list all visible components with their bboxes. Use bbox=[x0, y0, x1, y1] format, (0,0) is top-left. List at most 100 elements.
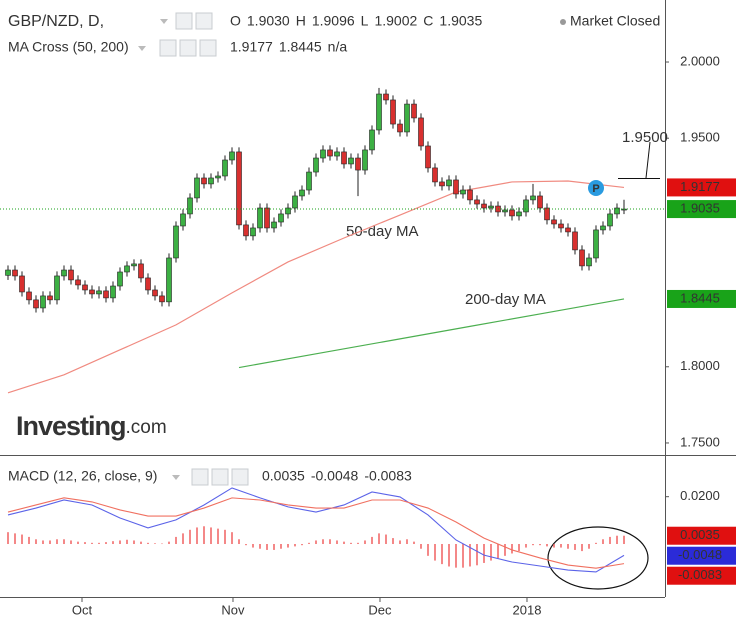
histogram-bar bbox=[504, 544, 506, 556]
y-tick-label: 1.8000 bbox=[680, 358, 720, 373]
histogram-bar bbox=[490, 544, 492, 561]
candle-body bbox=[446, 179, 452, 187]
macd-value: -0.0048 bbox=[311, 468, 359, 484]
candle-body bbox=[68, 269, 74, 281]
histogram-bar bbox=[511, 544, 513, 554]
histogram-bar bbox=[567, 544, 569, 549]
histogram-bar bbox=[420, 544, 422, 549]
candle-body bbox=[474, 199, 480, 205]
histogram-bar bbox=[147, 542, 149, 545]
visibility-icon[interactable] bbox=[159, 39, 177, 57]
price-tag bbox=[667, 200, 736, 219]
candle-body bbox=[82, 284, 88, 291]
candle-body bbox=[376, 93, 382, 131]
candle-body bbox=[96, 290, 102, 295]
histogram-bar bbox=[252, 544, 254, 548]
histogram-bar bbox=[385, 534, 387, 545]
dropdown-arrow[interactable] bbox=[172, 475, 180, 480]
position-marker bbox=[588, 180, 604, 196]
candle-body bbox=[194, 177, 200, 199]
remove-icon[interactable] bbox=[231, 468, 249, 486]
histogram-bar bbox=[595, 542, 597, 545]
candle-body bbox=[516, 211, 522, 217]
indicator-value: 1.8445 bbox=[279, 39, 322, 55]
ma50-annotation: 50-day MA bbox=[346, 223, 419, 240]
ma200-annotation: 200-day MA bbox=[465, 291, 546, 308]
macd-title: MACD (12, 26, close, 9) bbox=[8, 468, 157, 484]
histogram-bar bbox=[343, 541, 345, 545]
candle-body bbox=[544, 207, 550, 221]
y-tick-label: 1.7500 bbox=[680, 434, 720, 449]
histogram-bar bbox=[7, 532, 9, 545]
histogram-bar bbox=[539, 544, 541, 546]
candle-body bbox=[341, 151, 347, 165]
candle-body bbox=[425, 145, 431, 169]
x-tick-label: Dec bbox=[368, 602, 392, 617]
histogram-bar bbox=[63, 539, 65, 545]
histogram-bar bbox=[154, 543, 156, 545]
histogram-bar bbox=[119, 540, 121, 545]
candle-body bbox=[313, 157, 319, 173]
remove-icon[interactable] bbox=[199, 39, 217, 57]
histogram-bar bbox=[203, 526, 205, 545]
settings-icon[interactable] bbox=[195, 12, 213, 30]
price-tag-label: 1.8445 bbox=[680, 290, 720, 305]
dropdown-arrow[interactable] bbox=[160, 19, 168, 24]
macd-value: -0.0083 bbox=[364, 468, 412, 484]
histogram-bar bbox=[168, 541, 170, 545]
price-tag-label: -0.0048 bbox=[678, 547, 722, 562]
price-tag-label: -0.0083 bbox=[678, 567, 722, 582]
candle-body bbox=[509, 209, 515, 217]
histogram-bar bbox=[574, 544, 576, 550]
candle-body bbox=[439, 181, 445, 187]
candle-body bbox=[117, 271, 123, 287]
settings-icon[interactable] bbox=[211, 468, 229, 486]
moving-average-line bbox=[7, 180, 625, 394]
histogram-bar bbox=[616, 535, 618, 545]
settings-icon[interactable] bbox=[179, 39, 197, 57]
histogram-bar bbox=[560, 544, 562, 548]
candle-body bbox=[467, 189, 473, 201]
histogram-bar bbox=[392, 538, 394, 545]
histogram-bar bbox=[441, 544, 443, 565]
indicator-name: MA Cross (50, 200) bbox=[8, 39, 129, 55]
price-tag bbox=[667, 566, 736, 585]
candle-body bbox=[565, 227, 571, 233]
histogram-bar bbox=[427, 544, 429, 556]
candle-body bbox=[159, 295, 165, 303]
candle-body bbox=[75, 279, 81, 286]
histogram-bar bbox=[469, 544, 471, 567]
candle-body bbox=[502, 209, 508, 213]
histogram-bar bbox=[175, 536, 177, 545]
histogram-bar bbox=[266, 544, 268, 550]
histogram-bar bbox=[476, 544, 478, 566]
histogram-bar bbox=[224, 529, 226, 545]
candle-body bbox=[460, 189, 466, 195]
candle-body bbox=[579, 249, 585, 267]
candle-body bbox=[488, 205, 494, 209]
candle-body bbox=[152, 289, 158, 297]
candle-body bbox=[383, 93, 389, 101]
histogram-bar bbox=[546, 544, 548, 547]
histogram-bar bbox=[336, 540, 338, 545]
candle-body bbox=[264, 207, 270, 229]
histogram-bar bbox=[294, 544, 296, 547]
readout-value: 1.9035 bbox=[439, 13, 482, 29]
histogram-bar bbox=[21, 534, 23, 545]
histogram-bar bbox=[413, 541, 415, 545]
candle-body bbox=[299, 189, 305, 197]
histogram-bar bbox=[70, 540, 72, 545]
macd-value: 0.0035 bbox=[262, 468, 305, 484]
dropdown-arrow[interactable] bbox=[138, 46, 146, 51]
candle-body bbox=[432, 167, 438, 183]
histogram-bar bbox=[14, 533, 16, 545]
visibility-icon[interactable] bbox=[191, 468, 209, 486]
candle-body bbox=[614, 207, 620, 215]
histogram-bar bbox=[189, 529, 191, 545]
histogram-bar bbox=[602, 539, 604, 545]
readout-value: 1.9002 bbox=[374, 13, 417, 29]
visibility-icon[interactable] bbox=[175, 12, 193, 30]
candle-body bbox=[215, 175, 221, 179]
